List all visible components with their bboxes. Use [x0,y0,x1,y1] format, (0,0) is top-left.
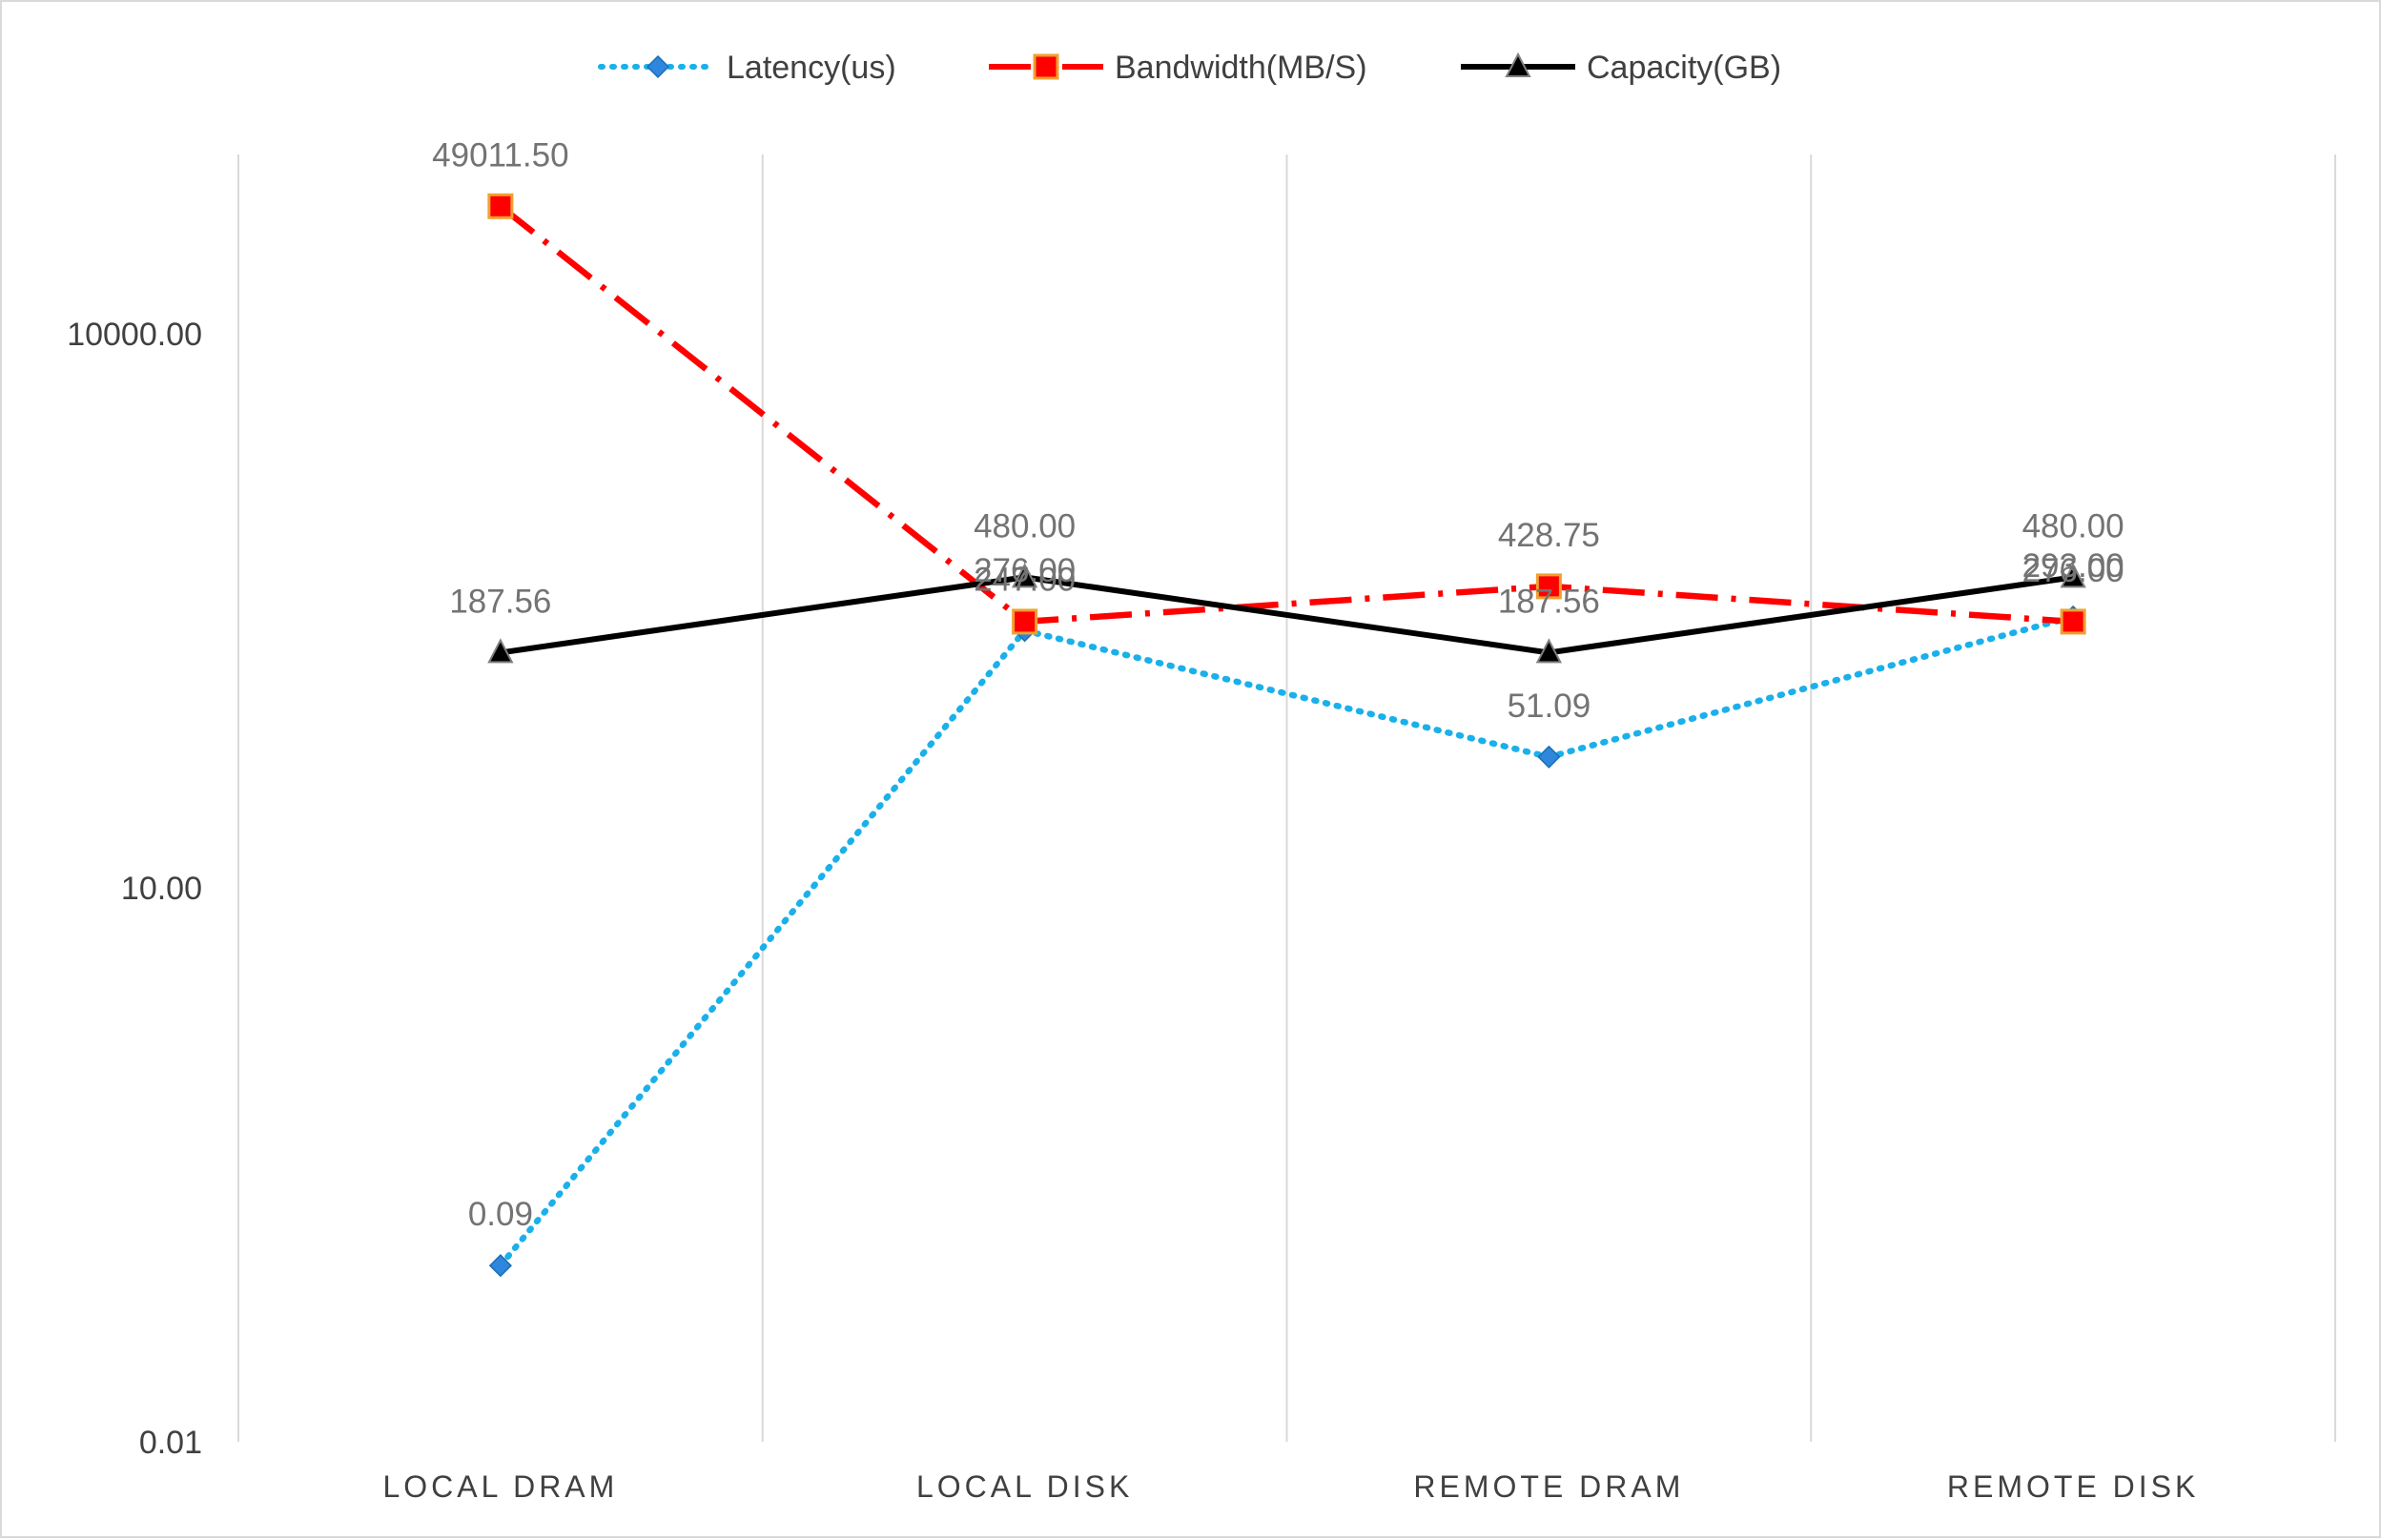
gridlines [237,154,2336,1442]
series-line [498,203,2074,626]
series-line [497,613,2077,1269]
series-line [500,574,2074,656]
legend-label: Latency(us) [727,50,896,86]
data-point-marker [2060,563,2086,588]
x-category-label: REMOTE DRAM [1413,1469,1684,1504]
data-label: 0.09 [468,1196,533,1233]
data-label: 276.00 [2022,552,2124,589]
axes: 0.01 10.00 10000.00 LOCAL DRAM LOCAL DISK REM… [67,317,2199,1504]
data-label: 480.00 [2022,507,2124,544]
data-point-marker [487,193,514,219]
legend: Latency(us) Bandwidth(MB/S) Capacity(GB) [598,50,1781,86]
data-label: 480.00 [974,507,1076,544]
data-label: 187.56 [449,583,551,620]
y-tick-label: 10.00 [121,871,202,907]
y-tick-label: 0.01 [139,1425,202,1461]
data-point-marker [2060,608,2086,635]
legend-marker [646,54,670,79]
data-point-marker [1535,573,1562,600]
data-point-marker [1537,745,1561,769]
data-label: 276.00 [974,552,1076,589]
data-label: 428.75 [1498,517,1600,554]
legend-label: Bandwidth(MB/S) [1115,50,1367,86]
y-tick-label: 10000.00 [67,317,202,353]
data-point-marker [1012,608,1038,635]
legend-label: Capacity(GB) [1587,50,1781,86]
data-label: 51.09 [1508,688,1591,725]
legend-marker [1033,53,1059,80]
data-label: 187.56 [1498,583,1600,620]
data-label: 49011.50 [432,136,568,174]
data-point-marker [487,638,514,664]
data-point-marker [488,1254,512,1278]
data-label: 293.00 [2022,547,2124,585]
legend-marker [1505,51,1531,77]
data-labels: 0.09 247.00 51.09 293.00 49011.50 276.00 428.7… [432,136,2124,1233]
data-point-marker [1011,563,1038,588]
x-category-label: REMOTE DISK [1947,1469,2199,1504]
data-label: 247.00 [974,561,1076,598]
series-lines [487,193,2086,1278]
x-category-label: LOCAL DISK [916,1469,1133,1504]
data-point-marker [1535,638,1563,664]
x-category-label: LOCAL DRAM [382,1469,618,1504]
